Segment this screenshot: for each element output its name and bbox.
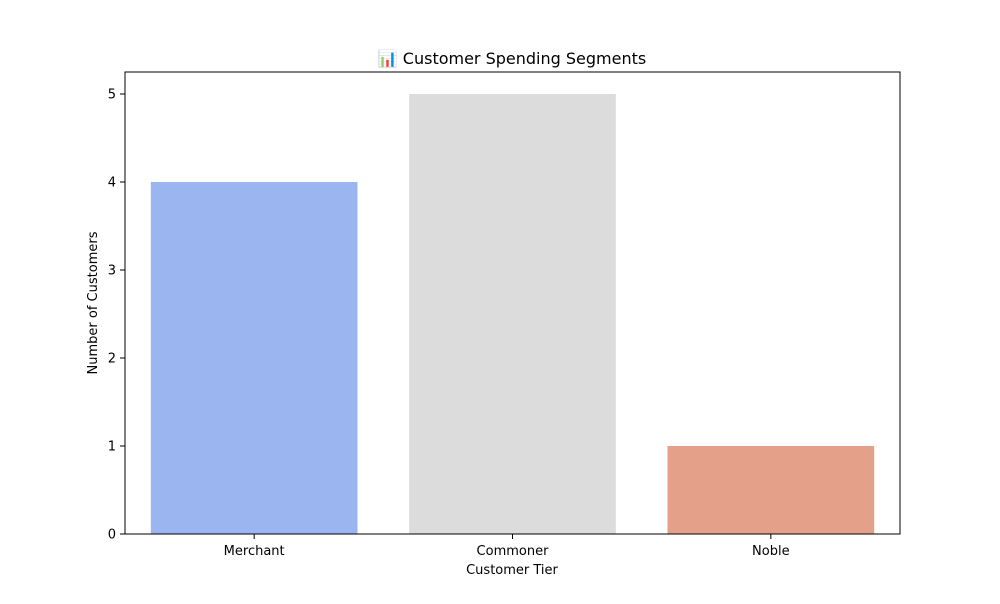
- bar-commoner: [409, 94, 616, 534]
- bar-merchant: [150, 182, 358, 534]
- bars-layer: [150, 94, 875, 534]
- chart-title: 📊 Customer Spending Segments: [378, 49, 646, 68]
- y-tick-label: 4: [108, 176, 116, 191]
- y-axis-ticks: 0 1 2 3 4 5: [108, 88, 125, 543]
- y-tick-label: 3: [108, 264, 116, 279]
- x-tick-label: Noble: [752, 544, 790, 559]
- y-tick-label: 1: [108, 440, 116, 455]
- x-axis-ticks: Merchant Commoner Noble: [224, 534, 790, 559]
- y-tick-label: 2: [108, 352, 116, 367]
- y-axis-label: Number of Customers: [86, 231, 101, 374]
- x-tick-label: Commoner: [477, 544, 550, 559]
- x-axis-label: Customer Tier: [466, 563, 558, 578]
- y-tick-label: 5: [108, 88, 116, 103]
- x-tick-label: Merchant: [224, 544, 285, 559]
- y-tick-label: 0: [108, 528, 116, 543]
- bar-noble: [667, 446, 875, 534]
